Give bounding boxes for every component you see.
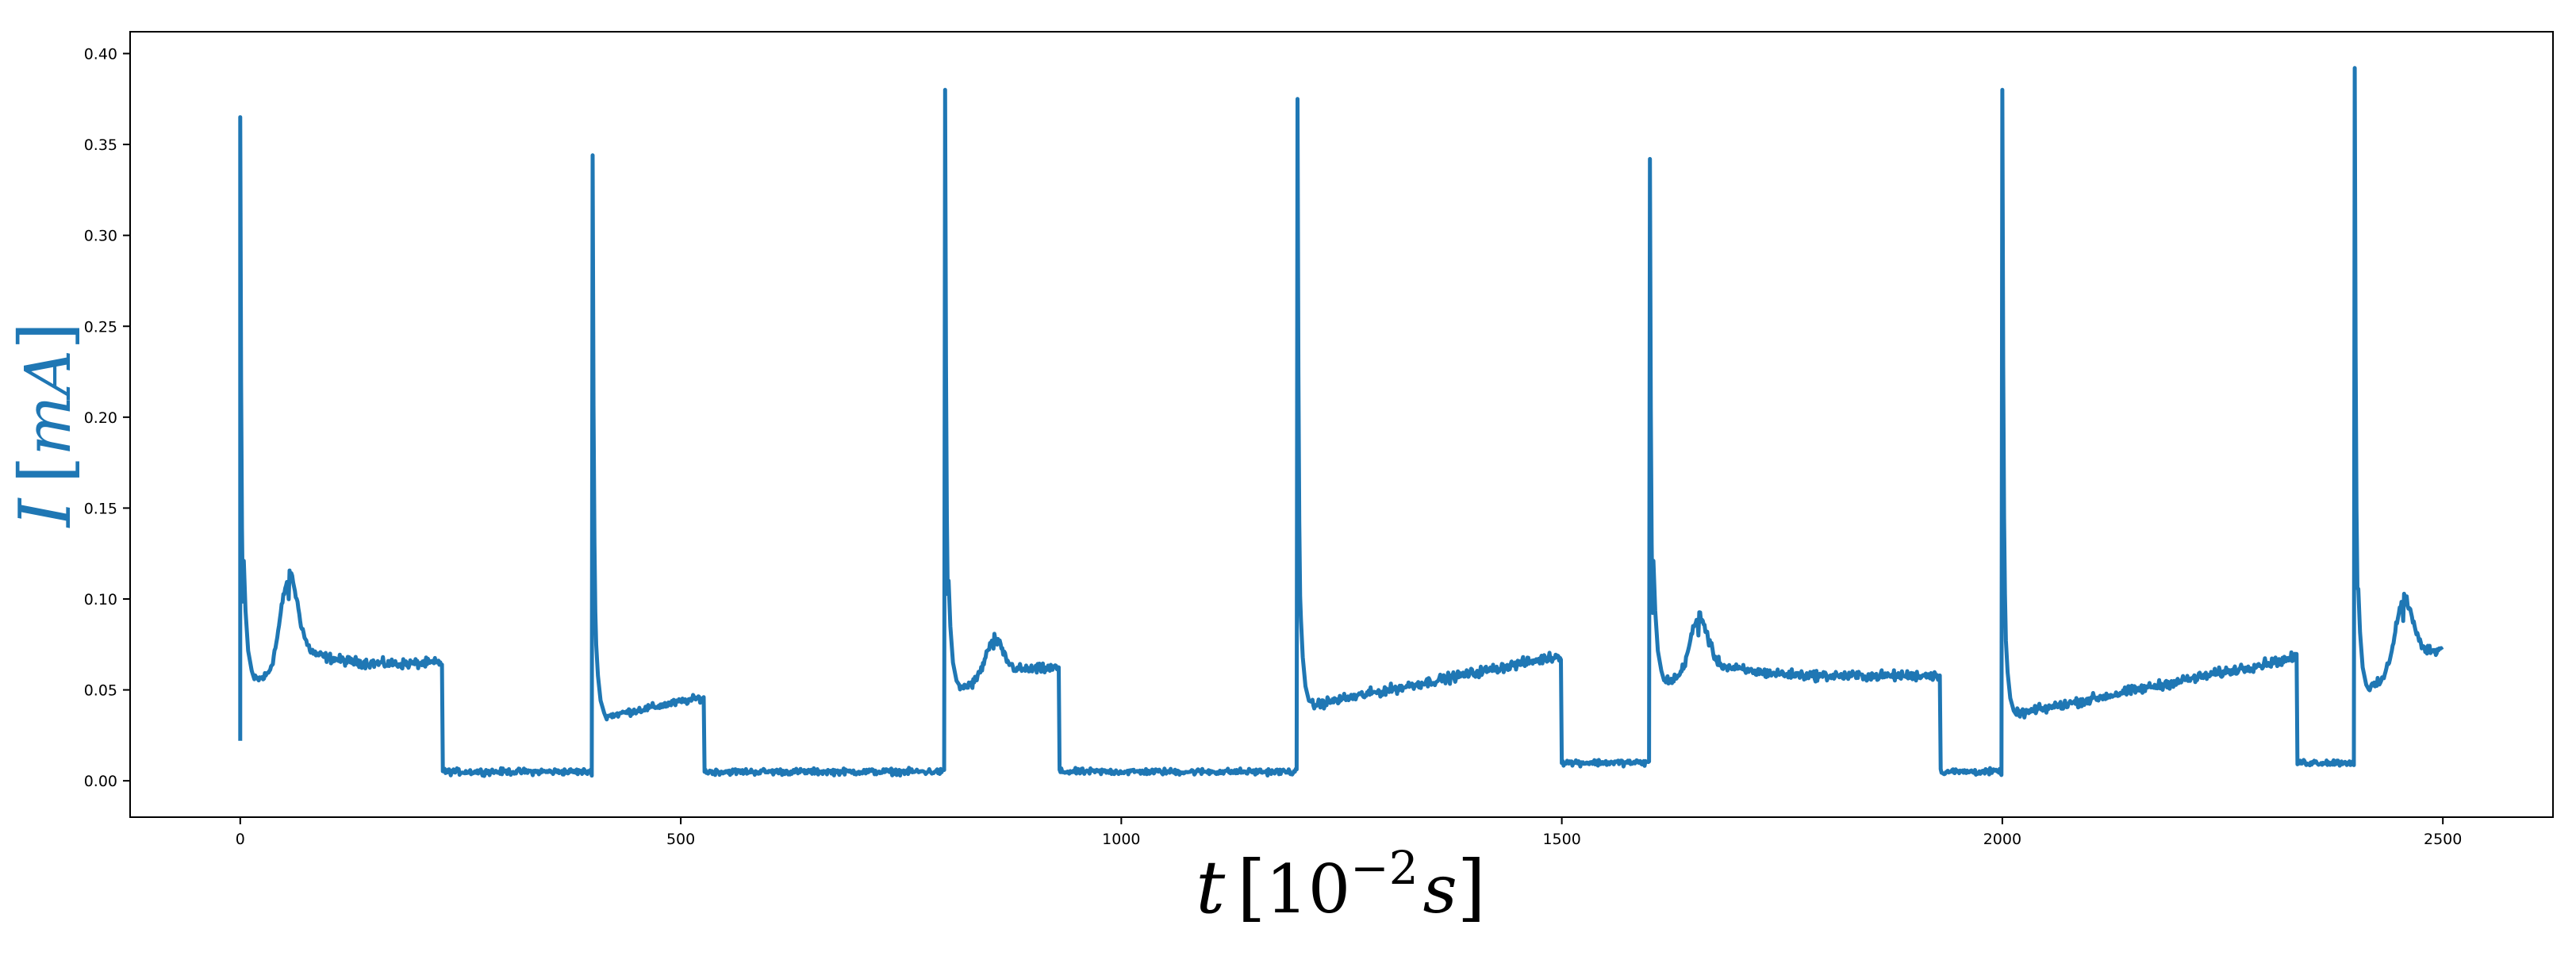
y-tick-label: 0.00: [84, 773, 117, 790]
x-axis: 0 500 1000 1500 2000 2500: [236, 817, 2462, 848]
x-tick-label: 0: [236, 831, 245, 848]
y-axis-title: I [mA]: [4, 322, 87, 529]
y-tick-label: 0.05: [84, 682, 117, 700]
y-tick-label: 0.20: [84, 409, 117, 427]
plot-frame: [129, 31, 2554, 818]
x-axis-title-base: 10: [1265, 850, 1350, 928]
y-tick-label: 0.30: [84, 228, 117, 245]
x-tick-label: 500: [666, 831, 695, 848]
x-tick-label: 1500: [1542, 831, 1580, 848]
y-tick-label: 0.10: [84, 591, 117, 609]
x-tick-label: 2000: [1983, 831, 2021, 848]
x-tick-label: 2500: [2424, 831, 2462, 848]
y-tick-label: 0.35: [84, 136, 117, 154]
y-axis-title-unit: mA: [11, 350, 85, 456]
x-axis-title: t [10−2s]: [1196, 841, 1485, 930]
y-tick-label: 0.15: [84, 500, 117, 517]
x-axis-title-var: t: [1196, 845, 1226, 930]
x-axis-title-unit: s: [1423, 850, 1457, 928]
y-tick-label: 0.25: [84, 318, 117, 336]
x-tick-label: 1000: [1102, 831, 1140, 848]
x-axis-title-exp: −2: [1350, 841, 1419, 895]
y-tick-label: 0.40: [84, 46, 117, 63]
y-axis: 0.00 0.05 0.10 0.15 0.20 0.25 0.30 0.35 0.40: [84, 46, 130, 790]
series-line-current: [238, 66, 2444, 778]
y-axis-title-var: I: [4, 497, 87, 528]
